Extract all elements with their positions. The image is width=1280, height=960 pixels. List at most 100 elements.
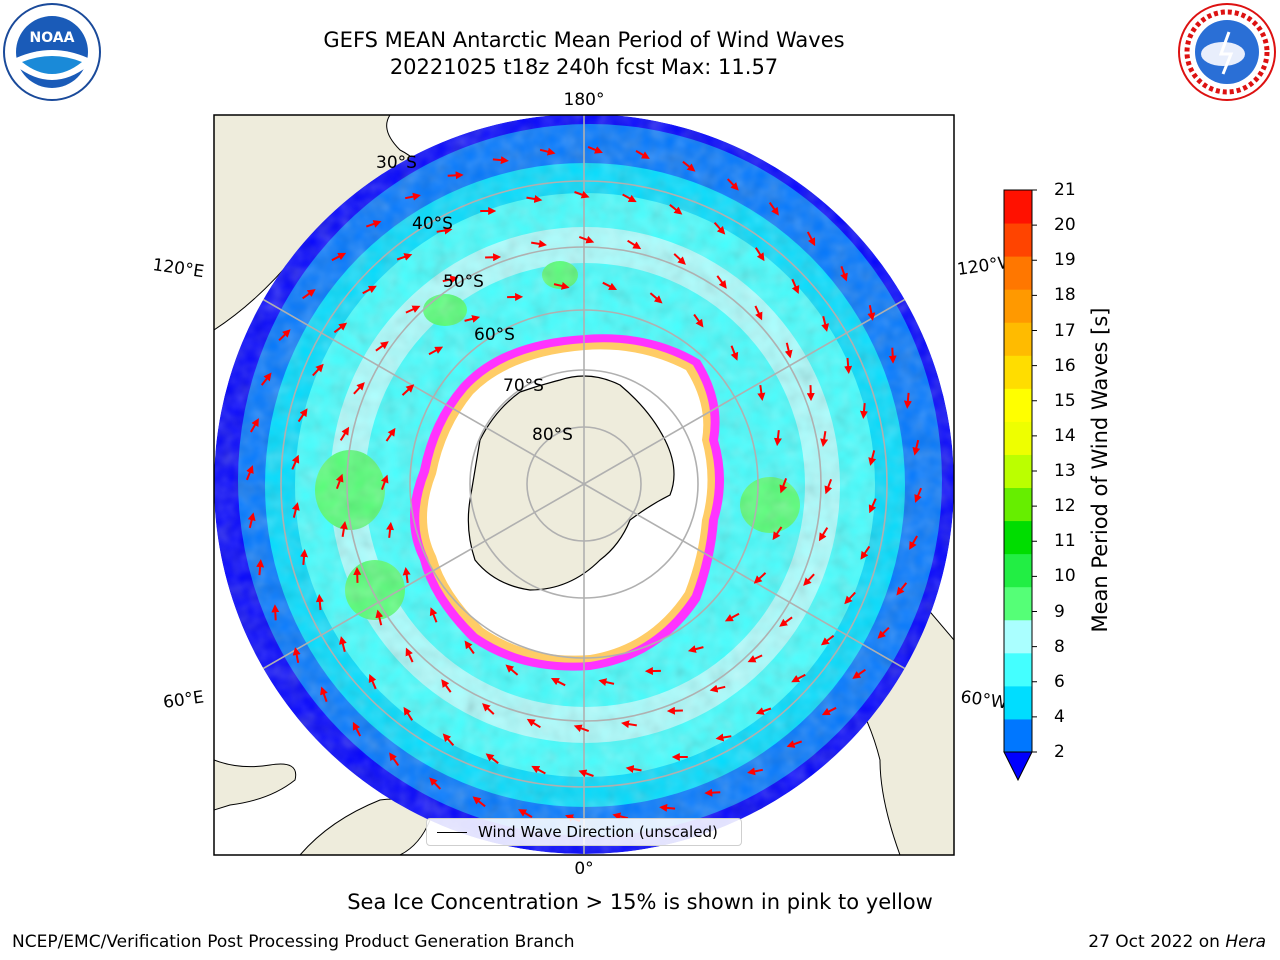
wind-arrow — [375, 609, 384, 626]
lon-label-180: 180° — [564, 90, 605, 110]
wind-arrow — [779, 478, 788, 494]
wind-arrow — [754, 247, 765, 262]
wind-arrow — [315, 594, 324, 611]
wind-arrow — [715, 733, 732, 742]
colorbar — [1003, 189, 1037, 782]
wind-arrow — [247, 512, 256, 529]
colorbar-title: Mean Period of Wind Waves [s] — [1088, 307, 1112, 633]
wind-arrow — [464, 640, 475, 655]
wind-arrow — [553, 282, 570, 290]
wind-arrow — [441, 679, 452, 693]
colorbar-tick-label: 18 — [1054, 285, 1076, 306]
wind-arrow — [786, 740, 803, 748]
wind-arrow — [747, 767, 763, 776]
wind-arrow — [724, 612, 740, 622]
wind-arrow — [730, 345, 739, 361]
wind-arrow — [300, 549, 309, 565]
wind-arrow — [297, 408, 308, 423]
colorbar-title-wrap: Mean Period of Wind Waves [s] — [1080, 190, 1120, 750]
wind-arrow — [505, 664, 519, 676]
wind-arrow — [896, 582, 908, 596]
wind-arrow — [464, 315, 481, 323]
footer-credit: NCEP/EMC/Verification Post Processing Pr… — [12, 932, 575, 952]
wind-arrow — [405, 647, 414, 663]
colorbar-tick-label: 10 — [1054, 566, 1076, 587]
map-frame — [213, 114, 955, 856]
lon-label-60w: 60°W — [959, 687, 1008, 713]
wind-arrow — [578, 235, 595, 244]
legend-label: Wind Wave Direction (unscaled) — [478, 823, 718, 841]
wind-arrow — [526, 194, 543, 203]
colorbar-band — [1004, 652, 1032, 687]
wind-arrow — [659, 803, 676, 812]
lat-label-50s: 50°S — [443, 272, 484, 292]
colorbar-band — [1004, 454, 1032, 489]
wind-arrow — [625, 765, 642, 774]
wind-arrow — [573, 724, 590, 733]
wind-arrow — [716, 275, 727, 289]
wind-arrow — [612, 812, 629, 821]
wind-arrow — [442, 733, 455, 746]
wind-arrow — [401, 384, 415, 396]
colorbar-band — [1004, 586, 1032, 621]
wind-arrow — [912, 439, 921, 456]
colorbar-band — [1004, 223, 1032, 257]
wind-arrow — [791, 673, 806, 683]
wind-arrow — [868, 450, 877, 466]
colorbar-tick-label: 4 — [1054, 706, 1065, 727]
wind-arrow — [806, 231, 816, 247]
nws-logo — [1178, 3, 1276, 101]
lat-label-30s: 30°S — [376, 153, 417, 173]
wind-arrow — [386, 521, 395, 538]
lon-label-60e: 60°E — [162, 687, 205, 712]
wind-arrow — [331, 252, 347, 262]
wind-arrow — [821, 316, 830, 332]
wind-arrow — [362, 285, 377, 295]
wind-arrow — [867, 305, 876, 321]
wind-arrow — [436, 226, 453, 235]
wind-arrow — [278, 329, 291, 342]
wind-arrow — [820, 431, 829, 447]
wind-arrow — [753, 572, 767, 584]
wind-arrow — [840, 265, 848, 282]
wind-arrow — [682, 160, 696, 172]
wind-arrow — [385, 427, 396, 442]
wind-arrow — [447, 171, 464, 180]
wind-arrow — [909, 535, 918, 550]
wind-arrow — [914, 487, 923, 503]
footer-date-text: 27 Oct 2022 on — [1088, 932, 1226, 952]
wind-arrow — [428, 346, 444, 356]
wind-arrow — [353, 382, 365, 395]
colorbar-tick-label: 21 — [1054, 180, 1076, 200]
wind-arrow — [635, 150, 650, 159]
lat-label-60s: 60°S — [474, 325, 515, 345]
colorbar-band — [1004, 619, 1032, 654]
wind-arrow — [621, 720, 637, 729]
wind-arrow — [757, 384, 766, 401]
colorbar-band — [1004, 685, 1032, 720]
colorbar-tick-label: 17 — [1054, 320, 1076, 341]
wind-arrow — [818, 527, 829, 542]
colorbar-band — [1004, 421, 1032, 455]
wind-arrow — [339, 521, 348, 537]
lon-label-0: 0° — [574, 859, 593, 879]
wind-arrow — [485, 753, 499, 764]
wind-arrow — [335, 473, 344, 490]
colorbar-band — [1004, 388, 1032, 422]
colorbar-tick-label: 14 — [1054, 425, 1076, 446]
wind-arrow — [271, 604, 280, 621]
wind-arrow — [649, 292, 663, 304]
wind-arrow — [713, 222, 726, 235]
colorbar-tick-label: 6 — [1054, 671, 1065, 692]
wind-arrow — [821, 706, 837, 716]
wind-arrow — [256, 559, 265, 576]
wind-arrow — [824, 478, 833, 495]
wind-arrow — [365, 220, 382, 228]
wind-arrow — [245, 465, 254, 481]
wind-arrow — [868, 498, 877, 514]
wind-arrow — [779, 616, 793, 627]
wind-arrow — [429, 777, 442, 790]
wind-arrow — [602, 281, 618, 291]
colorbar-tick-label: 16 — [1054, 355, 1076, 376]
